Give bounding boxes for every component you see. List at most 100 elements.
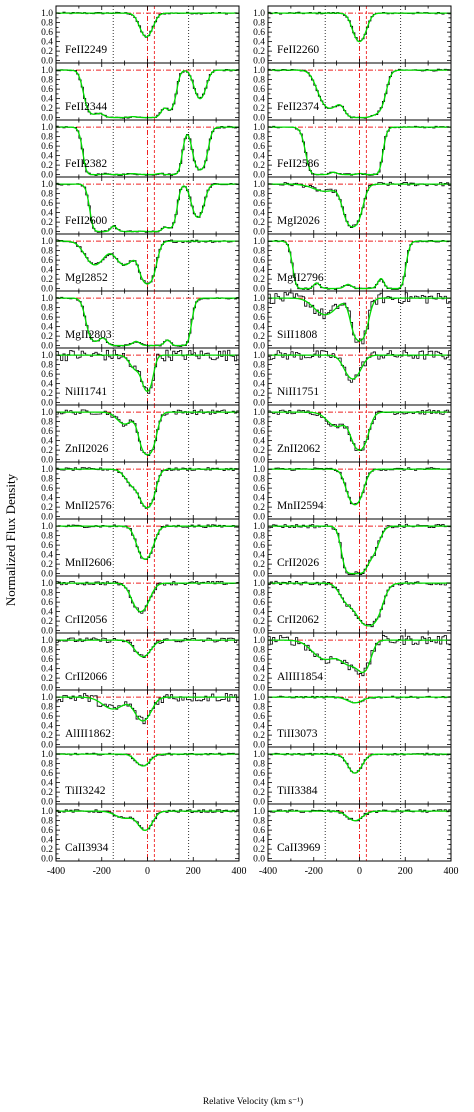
y-tick-label: 0.4 <box>253 665 265 675</box>
panel-plot-area <box>268 576 451 633</box>
y-tick-label: 0.4 <box>253 152 265 162</box>
panel-label: CrII2066 <box>65 671 107 683</box>
y-tick-label: 0.8 <box>41 361 53 371</box>
y-tick-label: 0.4 <box>253 722 265 732</box>
voigt-fit <box>56 12 239 38</box>
x-axis-label: Relative Velocity (km s⁻¹) <box>203 1096 303 1107</box>
x-tick-label: -400 <box>47 866 65 877</box>
y-tick-label: 0.8 <box>253 532 265 542</box>
y-tick-label: 0.2 <box>41 617 53 627</box>
y-tick-label: 0.4 <box>253 380 265 390</box>
y-tick-label: 1.0 <box>41 750 53 760</box>
y-tick-label: 0.2 <box>41 503 53 513</box>
y-tick-label: 0.6 <box>253 826 265 836</box>
y-tick-label: 0.8 <box>41 247 53 257</box>
voigt-fit <box>268 582 451 627</box>
y-tick-label: 0.4 <box>41 551 53 561</box>
y-tick-label: 0.2 <box>253 275 265 285</box>
y-tick-label: 1.0 <box>253 294 265 304</box>
voigt-fit <box>268 810 451 822</box>
panel-label: CrII2026 <box>277 557 319 569</box>
y-tick-label: 0.2 <box>41 389 53 399</box>
y-tick-label: 0.4 <box>253 551 265 561</box>
y-tick-label: 0.6 <box>253 199 265 209</box>
y-tick-label: 0.2 <box>41 47 53 57</box>
voigt-fit <box>56 411 239 456</box>
panel-label: MgII2803 <box>65 329 112 341</box>
panel-plot-area <box>56 747 239 804</box>
y-tick-label: 0.8 <box>253 190 265 200</box>
y-tick-label: 0.6 <box>253 142 265 152</box>
y-tick-label: 0.8 <box>41 190 53 200</box>
y-tick-label: 0.0 <box>41 513 53 523</box>
y-tick-label: 0.4 <box>253 38 265 48</box>
y-tick-label: 0.0 <box>253 342 265 352</box>
y-tick-label: 0.4 <box>41 437 53 447</box>
y-tick-label: 0.6 <box>253 370 265 380</box>
y-tick-label: 0.4 <box>41 494 53 504</box>
y-tick-label: 1.0 <box>253 351 265 361</box>
panel-label: MnII2594 <box>277 500 324 512</box>
panel-label: FeII2374 <box>277 101 319 113</box>
panel-label: FeII2260 <box>277 44 319 56</box>
y-tick-label: 0.2 <box>253 788 265 798</box>
y-tick-label: 0.8 <box>41 532 53 542</box>
flux-data <box>268 635 451 677</box>
panel-crii2056: 0.00.20.40.60.81.0 CrII2056 <box>41 575 240 637</box>
y-tick-label: 1.0 <box>253 807 265 817</box>
y-tick-label: 0.6 <box>253 655 265 665</box>
y-tick-label: 0.8 <box>253 475 265 485</box>
panel-feii2344: 0.00.20.40.60.81.0 FeII2344 <box>41 62 240 124</box>
y-tick-label: 0.2 <box>253 845 265 855</box>
panel-mgi2026: 0.00.20.40.60.81.0 MgI2026 <box>253 176 452 238</box>
panel-plot-area <box>56 519 239 576</box>
panel-siii1808: 0.00.20.40.60.81.0 SiII1808 <box>253 290 452 352</box>
y-tick-label: 0.8 <box>41 817 53 827</box>
y-tick-label: 0.0 <box>253 285 265 295</box>
y-tick-label: 0.4 <box>41 152 53 162</box>
y-tick-label: 0.8 <box>253 133 265 143</box>
y-tick-label: 0.2 <box>253 674 265 684</box>
y-tick-label: 0.2 <box>253 617 265 627</box>
y-tick-label: 0.4 <box>253 209 265 219</box>
voigt-fit <box>56 696 239 722</box>
panel-label: NiII1741 <box>65 386 107 398</box>
y-tick-label: 0.4 <box>41 266 53 276</box>
y-tick-label: 0.6 <box>41 541 53 551</box>
voigt-fit <box>56 525 239 560</box>
y-tick-label: 0.4 <box>253 608 265 618</box>
y-tick-label: 0.4 <box>253 779 265 789</box>
panel-label: MgI2026 <box>277 215 320 227</box>
y-tick-label: 0.6 <box>41 313 53 323</box>
y-tick-label: 0.4 <box>41 608 53 618</box>
y-tick-label: 0.0 <box>253 741 265 751</box>
y-tick-label: 1.0 <box>41 180 53 190</box>
y-tick-label: 0.6 <box>41 598 53 608</box>
y-tick-label: 1.0 <box>41 66 53 76</box>
panel-feii2260: 0.00.20.40.60.81.0 FeII2260 <box>253 5 452 67</box>
flux-data <box>56 692 239 725</box>
panel-caii3969: 0.00.20.40.60.81.0 CaII3969 -400 -200 0 200 40… <box>253 803 459 877</box>
y-tick-label: 0.0 <box>41 456 53 466</box>
y-tick-label: 0.0 <box>253 684 265 694</box>
y-tick-label: 0.2 <box>253 560 265 570</box>
y-tick-label: 0.6 <box>41 256 53 266</box>
x-tick-label: 0 <box>145 866 150 877</box>
y-tick-label: 1.0 <box>253 9 265 19</box>
y-tick-label: 0.8 <box>253 418 265 428</box>
y-tick-label: 0.2 <box>41 560 53 570</box>
y-tick-label: 0.6 <box>41 370 53 380</box>
panel-label: MnII2576 <box>65 500 112 512</box>
panel-plot-area <box>56 690 239 747</box>
x-tick-label: 400 <box>444 866 459 877</box>
y-tick-label: 0.0 <box>253 513 265 523</box>
x-tick-label: 400 <box>232 866 247 877</box>
y-tick-label: 0.0 <box>41 342 53 352</box>
y-tick-label: 0.0 <box>41 684 53 694</box>
x-tick-label: 200 <box>398 866 413 877</box>
y-tick-label: 0.0 <box>253 114 265 124</box>
y-tick-label: 0.4 <box>41 380 53 390</box>
panel-feii2374: 0.00.20.40.60.81.0 FeII2374 <box>253 62 452 124</box>
y-tick-label: 0.4 <box>41 836 53 846</box>
